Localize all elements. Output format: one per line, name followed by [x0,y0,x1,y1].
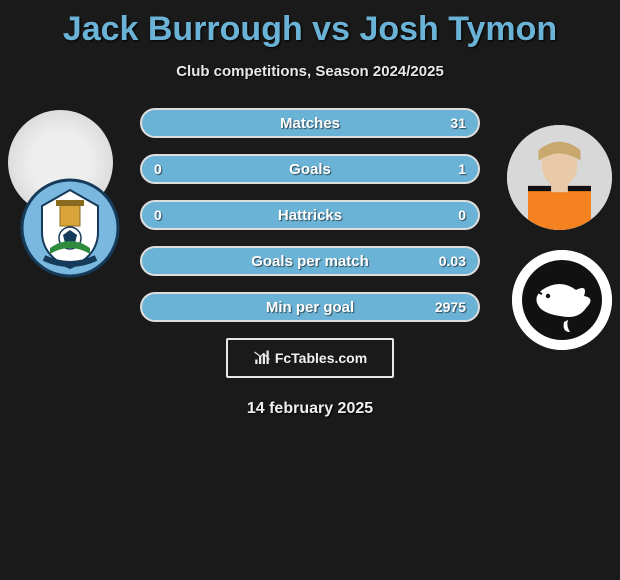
page-title: Jack Burrough vs Josh Tymon [0,0,620,49]
stat-left-value: 0 [154,207,184,223]
stat-right-value: 31 [436,115,466,131]
stat-left-value: 0 [154,161,184,177]
stat-label: Hattricks [278,207,342,224]
stat-row: Min per goal 2975 [140,292,480,322]
stat-label: Min per goal [266,299,354,316]
club-badge-right [512,250,612,350]
stat-right-value: 0 [436,207,466,223]
brand-text: FcTables.com [275,350,367,366]
stat-label: Goals [289,161,331,178]
club-badge-left [20,178,120,278]
player-right-photo [507,125,612,230]
stat-right-value: 2975 [435,299,466,315]
bar-chart-icon [253,349,271,367]
stat-right-value: 0.03 [436,253,466,269]
stat-right-value: 1 [436,161,466,177]
stat-row: 0 Goals 1 [140,154,480,184]
stat-row: Matches 31 [140,108,480,138]
date-text: 14 february 2025 [0,400,620,418]
stats-table: Matches 31 0 Goals 1 0 Hattricks 0 Goals per … [140,108,480,322]
stat-label: Matches [280,115,340,132]
brand-badge: FcTables.com [226,338,394,378]
stat-row: Goals per match 0.03 [140,246,480,276]
subtitle: Club competitions, Season 2024/2025 [0,63,620,80]
stat-row: 0 Hattricks 0 [140,200,480,230]
stat-label: Goals per match [251,253,369,270]
